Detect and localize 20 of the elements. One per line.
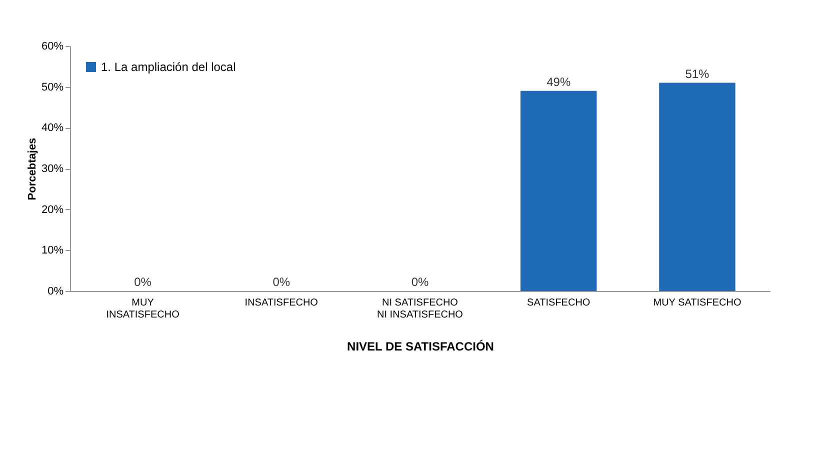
x-tick-label: MUY SATISFECHO [653, 298, 742, 308]
y-tick-label: 50% [41, 81, 64, 94]
x-tick-label: INSATISFECHO [244, 298, 318, 308]
x-tick-label: SATISFECHO [527, 298, 590, 308]
data-label: 49% [546, 74, 571, 89]
x-axis-title: NIVEL DE SATISFACCIÓN [347, 340, 494, 354]
y-axis-title: Porcebtajes [26, 138, 38, 200]
x-tick-label: MUY INSATISFECHO [106, 298, 180, 320]
y-tick-label: 30% [41, 163, 64, 175]
x-tick-label: NI SATISFECHO NI INSATISFECHO [377, 298, 464, 320]
y-tick-label: 20% [41, 204, 64, 216]
y-tick-label: 10% [41, 244, 64, 257]
legend-label: 1. La ampliación del local [101, 60, 236, 74]
y-tick-label: 60% [41, 40, 64, 52]
y-tick-label: 40% [41, 122, 64, 134]
data-label: 51% [685, 66, 710, 81]
data-label: 0% [134, 275, 152, 289]
data-label: 0% [411, 275, 429, 289]
y-tick-label: 0% [48, 286, 64, 298]
data-label: 0% [272, 275, 290, 289]
